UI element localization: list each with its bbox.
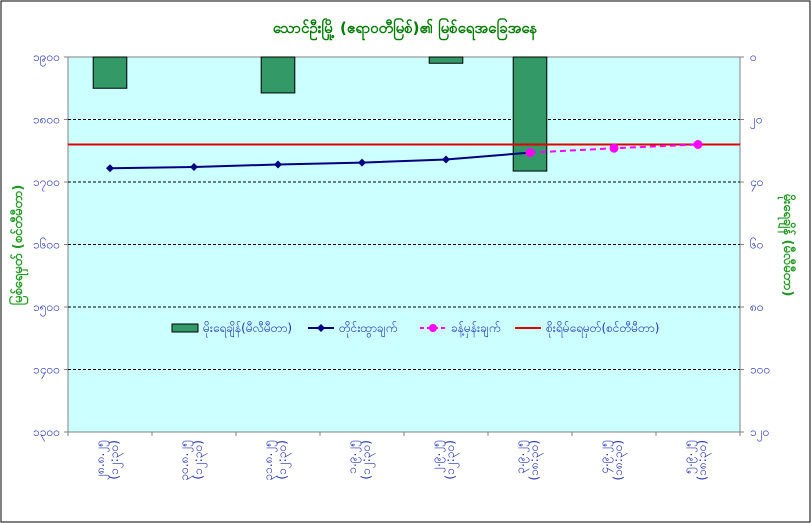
x-tick-date: ၃.၉.၂၅ (513, 440, 530, 474)
left-axis-ticks: ၁၃၀၀ ၁၄၀၀ ၁၅၀၀ ၁၆၀၀ ၁၇၀၀ ၁၈၀၀ ၁၉၀၀ (33, 50, 68, 442)
left-tick-label: ၁၄၀၀ (33, 363, 60, 380)
forecast-point (609, 143, 619, 153)
x-tick-date: ၃၁.၈.၂၅ (261, 440, 278, 481)
observed-point (442, 155, 450, 164)
forecast-point (525, 148, 535, 158)
right-tick-label: ၂၀ (750, 113, 763, 130)
legend-label: တိုင်းထွာချက် (339, 320, 397, 338)
right-tick-label: ၁၂၀ (750, 425, 769, 442)
x-tick-date: ၂၈.၈.၂၅ (93, 440, 110, 480)
legend-marker (317, 324, 325, 332)
right-axis-title: မိုးရေချိန် (မီလီမီတာ) (777, 194, 797, 297)
gridlines (68, 119, 740, 370)
x-axis-ticks: ၂၈.၈.၂၅ (၁၂:၃၀) ၃၀.၈.၂၅ (၁၂:၃၀) ၃၁.၈.၂၅ (၁၂:၃… (67, 432, 741, 481)
legend-item: မိုးရေချိန်(မီလီမီတာ) (171, 320, 292, 338)
x-tick-date: ၄.၉.၂၅ (597, 440, 614, 474)
right-tick-label: ၁၀၀ (750, 363, 770, 377)
left-tick-label: ၁၅၀၀ (33, 300, 60, 317)
x-tick-time: (၁၂:၃၀) (107, 440, 124, 480)
x-tick-time: (၁၂:၃၀) (359, 440, 376, 480)
x-tick-date: ၁.၉.၂၅ (345, 440, 362, 474)
right-tick-label: ၆၀ (750, 237, 764, 252)
right-tick-label: ၀ (750, 50, 757, 64)
x-tick-time: (၁၂:၃၀) (191, 440, 208, 480)
forecast-point (693, 140, 703, 149)
legend-swatch (171, 323, 199, 333)
observed-point (358, 158, 366, 167)
left-tick-label: ၁၉၀၀ (33, 50, 60, 67)
legend-label: စိုးရိမ်ရေမှတ်(စင်တီမီတာ) (546, 320, 659, 338)
level-lines (106, 140, 703, 173)
left-tick-label: ၁၆၀၀ (33, 237, 60, 252)
left-tick-label: ၁၇၀၀ (33, 175, 60, 192)
x-tick-date: ၅.၉.၂၅ (681, 440, 698, 474)
rainfall-bar (260, 56, 296, 94)
x-tick-date: ၂.၉.၂၅ (429, 440, 446, 473)
legend-label: ခန့်မှန်းချက် (451, 320, 500, 338)
legend-item: ခန့်မှန်းချက် (420, 320, 500, 338)
observed-point (106, 164, 114, 173)
x-tick-time: (၁၂:၃၀) (443, 440, 460, 480)
left-tick-label: ၁၈၀၀ (33, 113, 60, 127)
x-tick-time: (၁၈:၃၀) (695, 440, 712, 481)
x-tick-time: (၁၂:၃၀) (275, 440, 292, 480)
legend-marker (429, 324, 437, 332)
legend: မိုးရေချိန်(မီလီမီတာ) တိုင်းထွာချက် ခန့်မှ… (171, 320, 659, 338)
left-axis-title: မြစ်ရေမှတ် (စင်တီမီတာ) (8, 185, 29, 306)
x-tick-date: ၃၀.၈.၂၅ (177, 440, 194, 481)
observed-point (274, 160, 282, 169)
x-tick-time: (၁၈:၃၀) (527, 440, 544, 481)
rainfall-bar (92, 56, 128, 89)
right-tick-label: ၈၀ (750, 300, 764, 314)
x-tick-time: (၁၈:၃၀) (611, 440, 628, 481)
legend-label: မိုးရေချိန်(မီလီမီတာ) (203, 320, 292, 338)
left-tick-label: ၁၃၀၀ (33, 425, 60, 442)
legend-item: တိုင်းထွာချက် (308, 320, 397, 338)
observed-point (190, 163, 198, 171)
rainfall-bar (428, 56, 464, 64)
right-tick-label: ၄၀ (750, 175, 764, 192)
legend-item: စိုးရိမ်ရေမှတ်(စင်တီမီတာ) (515, 320, 659, 338)
observed-line (109, 151, 531, 170)
